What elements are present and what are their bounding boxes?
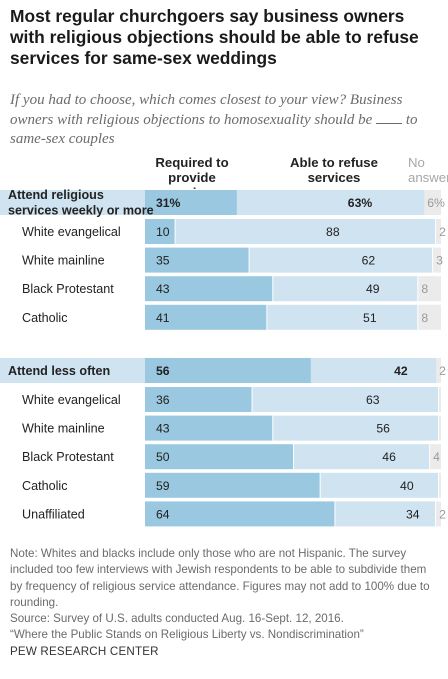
bar-refuse (267, 304, 418, 330)
source-line: Source: Survey of U.S. adults conducted … (10, 612, 344, 626)
chart-title: Most regular churchgoers say business ow… (10, 6, 419, 68)
value-label-refuse: 46 (382, 450, 396, 464)
value-label-no-answer: 8 (421, 311, 428, 325)
bar-no-answer (436, 358, 441, 383)
row-label: Catholic (22, 479, 68, 493)
value-label-refuse: 88 (326, 225, 340, 239)
bar-refuse (335, 501, 436, 527)
value-label-required: 41 (156, 311, 170, 325)
bar-refuse (273, 415, 439, 441)
row-label: Catholic (22, 311, 68, 325)
bar-no-answer (418, 276, 441, 302)
note-line: included too few interviews with Jewish … (10, 563, 427, 577)
value-label-no-answer: 8 (421, 282, 428, 296)
value-label-required: 56 (156, 364, 170, 378)
group-label: Attend less often (8, 364, 110, 378)
bar-required (145, 444, 293, 470)
subtitle-question: If you had to choose, which comes closes… (10, 92, 403, 128)
bar-required (145, 190, 237, 215)
row-label: Black Protestant (22, 282, 114, 296)
bar-required (145, 472, 320, 498)
value-label-refuse: 34 (406, 507, 420, 521)
bar-required (145, 358, 311, 383)
row-label: White mainline (22, 254, 105, 268)
value-label-refuse: 49 (366, 282, 380, 296)
value-label-refuse: 56 (376, 422, 390, 436)
bar-required (145, 387, 252, 412)
bar-required (145, 219, 175, 244)
value-label-refuse: 42 (394, 364, 408, 378)
value-label-required: 36 (156, 393, 170, 407)
value-label-refuse: 40 (400, 479, 414, 493)
pew-research-logo: PEW RESEARCH CENTER (10, 645, 159, 658)
bar-no-answer (439, 472, 441, 498)
bar-no-answer (430, 444, 441, 470)
value-label-no-answer: 4 (433, 450, 440, 464)
subtitle-blank (376, 112, 403, 124)
value-label-refuse: 62 (362, 254, 376, 268)
value-label-refuse: 51 (363, 311, 377, 325)
column-header-required: Required to provide services (155, 155, 229, 200)
note-line: Note: Whites and blacks include only tho… (10, 547, 407, 560)
bar-required (145, 501, 335, 527)
bar-refuse (237, 190, 424, 215)
row-label: White mainline (22, 422, 105, 436)
bar-no-answer (436, 501, 441, 527)
row-label: White evangelical (22, 393, 121, 407)
row-label: White evangelical (22, 225, 121, 239)
report-title: “Where the Public Stands on Religious Li… (10, 628, 364, 642)
value-label-required: 50 (156, 450, 170, 464)
row-label: Black Protestant (22, 450, 114, 464)
bar-refuse (249, 247, 433, 273)
group-label: Attend religious (8, 188, 104, 202)
chart-subtitle: If you had to choose, which comes closes… (10, 91, 430, 150)
bar-required (145, 247, 249, 273)
bar-refuse (252, 387, 439, 412)
value-label-required: 10 (156, 225, 170, 239)
note-line: by frequency of religious service attend… (10, 579, 430, 593)
bar-refuse (311, 358, 436, 383)
value-label-required: 31% (156, 196, 181, 210)
value-label-required: 43 (156, 282, 170, 296)
bar-required (145, 415, 273, 441)
bar-no-answer (433, 247, 441, 273)
chart-notes: Note: Whites and blacks include only tho… (10, 546, 438, 644)
bar-refuse (175, 219, 436, 244)
bar-no-answer (418, 304, 441, 330)
column-header-no-answer: No answer (408, 155, 448, 185)
subtitle-ending: to same-sex couples (10, 111, 418, 148)
value-label-no-answer: 2 (439, 507, 446, 521)
group-label: services weekly or more (8, 204, 154, 218)
row-label: Unaffiliated (22, 507, 85, 521)
bar-no-answer (439, 387, 441, 412)
bar-no-answer (424, 190, 441, 215)
value-label-no-answer: 2 (439, 364, 446, 378)
bar-required (145, 276, 273, 302)
value-label-refuse: 63% (348, 196, 373, 210)
value-label-required: 59 (156, 479, 170, 493)
bar-refuse (273, 276, 418, 302)
value-label-no-answer: 6% (427, 196, 445, 210)
column-header-refuse: Able to refuse services (290, 155, 378, 185)
value-label-refuse: 63 (366, 393, 380, 407)
value-label-required: 43 (156, 422, 170, 436)
bar-refuse (320, 472, 439, 498)
value-label-no-answer: 2 (439, 225, 446, 239)
value-label-required: 64 (156, 507, 170, 521)
bar-required (145, 304, 267, 330)
bar-refuse (294, 444, 430, 470)
bar-no-answer (439, 415, 441, 441)
note-line: rounding. (10, 595, 59, 609)
bar-no-answer (436, 219, 441, 244)
value-label-no-answer: 3 (436, 254, 443, 268)
value-label-required: 35 (156, 254, 170, 268)
